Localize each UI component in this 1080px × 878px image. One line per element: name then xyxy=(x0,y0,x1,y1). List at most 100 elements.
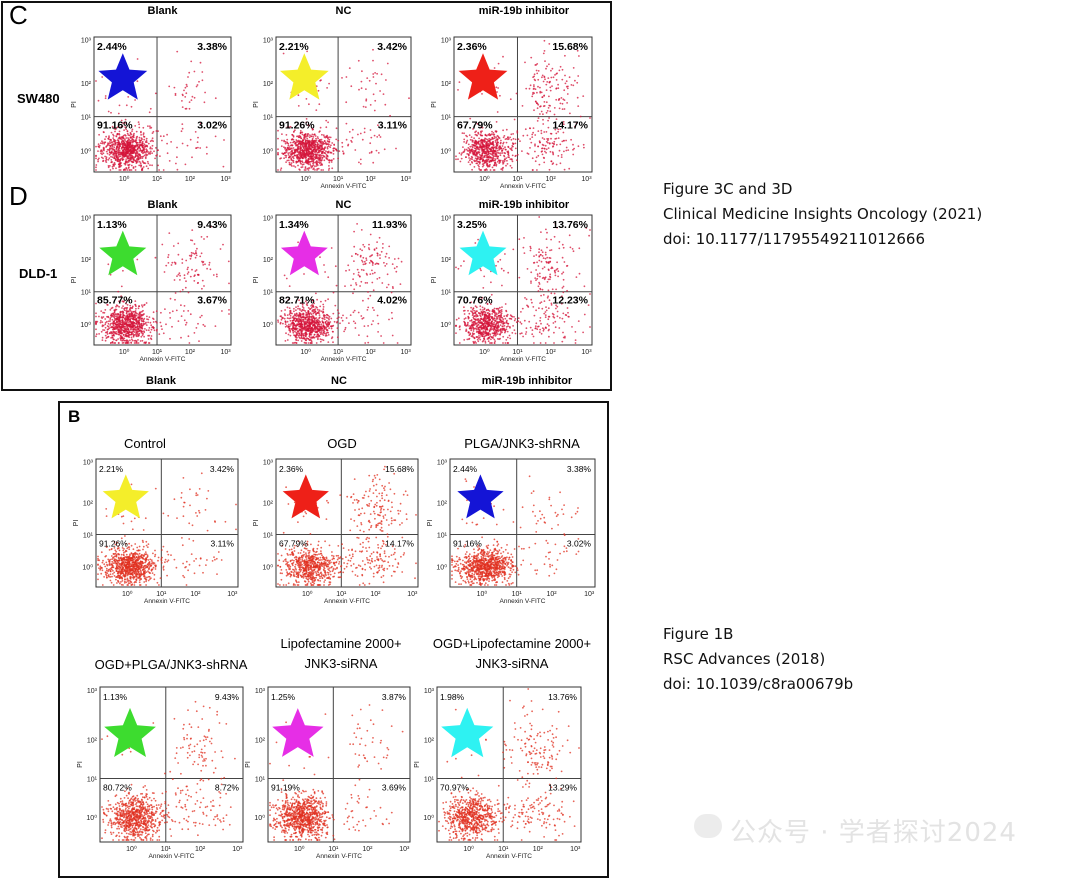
event-point xyxy=(129,151,132,154)
event-point xyxy=(141,330,143,333)
event-point xyxy=(327,169,330,171)
event-point xyxy=(489,142,492,145)
event-point xyxy=(187,271,190,274)
event-point xyxy=(119,325,122,328)
event-point xyxy=(126,130,129,133)
event-point xyxy=(369,233,372,236)
event-point xyxy=(169,297,172,300)
event-point xyxy=(364,262,367,265)
event-point xyxy=(202,323,205,326)
event-point xyxy=(122,320,124,322)
event-point xyxy=(321,157,323,159)
event-point xyxy=(517,138,520,141)
event-point xyxy=(183,305,186,307)
event-point xyxy=(151,144,154,147)
event-point xyxy=(122,145,125,147)
event-point xyxy=(289,148,291,151)
event-point xyxy=(141,167,144,170)
event-point xyxy=(171,310,174,313)
event-point xyxy=(305,145,308,147)
event-point xyxy=(201,79,204,82)
event-point xyxy=(572,153,575,156)
event-point xyxy=(533,85,535,88)
event-point xyxy=(493,137,496,140)
event-point xyxy=(492,140,494,143)
panel-letter-c: C xyxy=(9,0,28,30)
event-point xyxy=(131,305,134,308)
event-point xyxy=(227,260,230,263)
event-point xyxy=(106,320,108,323)
event-point xyxy=(506,159,508,162)
event-point xyxy=(147,329,150,332)
event-point xyxy=(176,168,179,171)
event-point xyxy=(325,126,328,129)
event-point xyxy=(486,144,488,147)
event-point xyxy=(133,339,136,342)
event-point xyxy=(368,152,371,154)
event-point xyxy=(510,147,513,149)
event-point xyxy=(481,150,484,152)
event-point xyxy=(367,247,370,249)
event-point xyxy=(496,149,499,152)
event-point xyxy=(119,321,122,324)
event-point xyxy=(538,140,541,142)
event-point xyxy=(463,132,465,135)
event-point xyxy=(137,342,140,344)
event-point xyxy=(491,166,494,169)
event-point xyxy=(95,145,97,148)
event-point xyxy=(328,82,330,85)
event-point xyxy=(130,321,133,323)
event-point xyxy=(130,160,133,163)
event-point xyxy=(379,90,381,92)
event-point xyxy=(100,320,102,322)
event-point xyxy=(327,323,330,326)
event-point xyxy=(506,330,509,333)
event-point xyxy=(473,137,475,140)
event-point xyxy=(332,147,335,150)
event-point xyxy=(302,327,305,330)
bottom-title-mir19b: miR-19b inhibitor xyxy=(481,375,573,387)
event-point xyxy=(133,132,135,135)
event-point xyxy=(106,328,109,331)
event-point xyxy=(497,62,500,65)
event-point xyxy=(305,159,307,161)
event-point xyxy=(555,143,558,146)
flow-plot: 2.21% 3.42% 91.26% 3.11% 10⁰ 10¹ 10² 10³ 10⁰ 10¹ 1… xyxy=(253,36,412,190)
event-point xyxy=(344,285,346,287)
event-point xyxy=(307,342,310,344)
event-point xyxy=(110,159,113,161)
event-point xyxy=(475,143,478,146)
event-point xyxy=(125,323,128,326)
event-point xyxy=(514,142,517,145)
event-point xyxy=(117,328,119,331)
event-point xyxy=(297,241,299,244)
event-point xyxy=(542,123,545,125)
event-point xyxy=(125,137,128,139)
event-point xyxy=(557,128,560,131)
event-point xyxy=(174,262,177,264)
event-point xyxy=(215,273,218,276)
event-point xyxy=(109,165,111,167)
event-point xyxy=(101,149,103,152)
event-point xyxy=(369,142,372,145)
event-point xyxy=(471,162,474,164)
event-point xyxy=(356,268,359,271)
event-point xyxy=(557,87,560,90)
event-point xyxy=(204,263,206,266)
event-point xyxy=(148,316,151,318)
event-point xyxy=(322,308,325,311)
event-point xyxy=(112,324,115,327)
event-point xyxy=(477,150,480,153)
event-point xyxy=(502,335,505,338)
event-point xyxy=(327,121,329,124)
event-point xyxy=(312,164,315,166)
event-point xyxy=(95,80,97,82)
event-point xyxy=(351,128,354,131)
event-point xyxy=(116,155,118,158)
event-point xyxy=(310,305,312,307)
event-point xyxy=(529,84,532,87)
event-point xyxy=(302,320,304,323)
event-point xyxy=(112,148,115,151)
event-point xyxy=(511,332,514,334)
event-point xyxy=(164,308,166,310)
